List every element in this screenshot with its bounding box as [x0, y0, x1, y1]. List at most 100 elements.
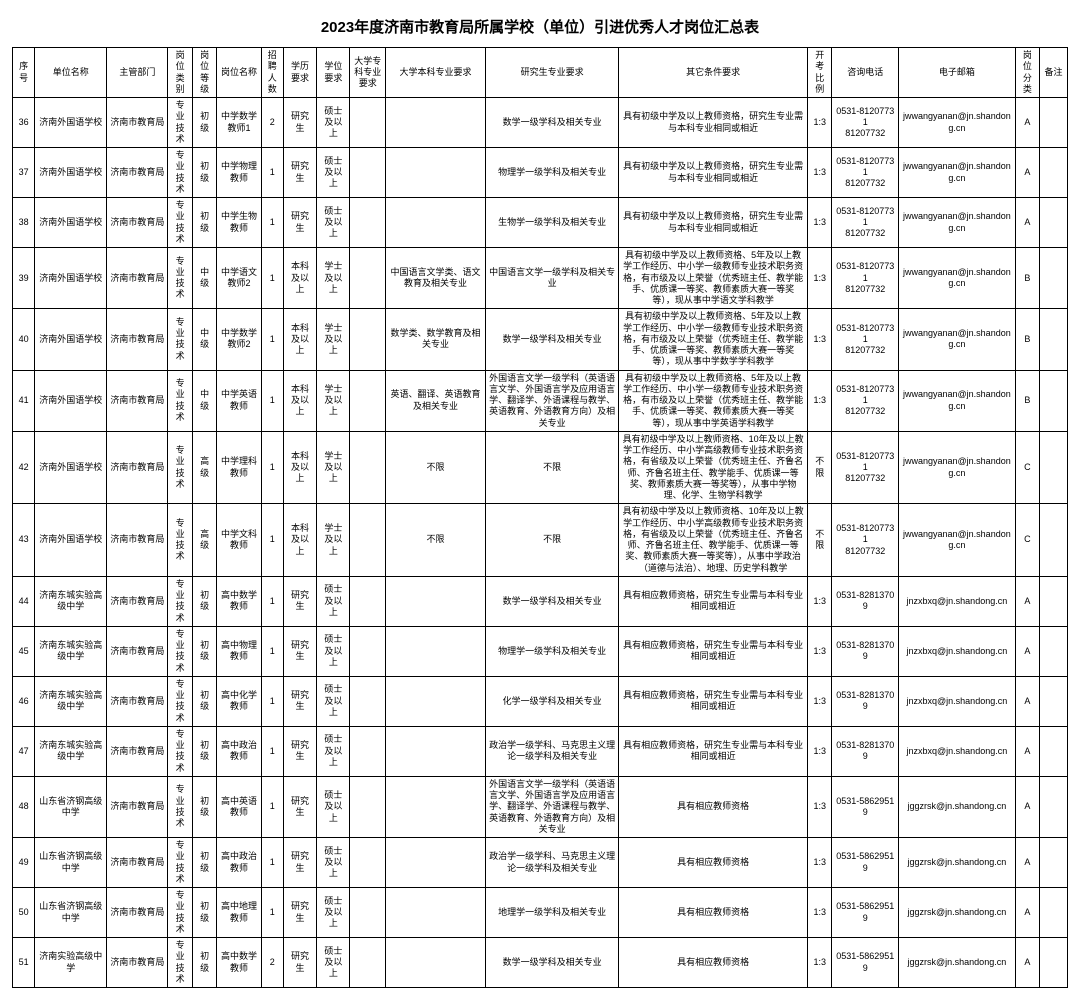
table-cell: [350, 248, 386, 309]
table-cell: 2: [261, 98, 283, 148]
table-cell: 中学数学教师2: [217, 309, 261, 370]
table-cell: B: [1015, 309, 1039, 370]
table-cell: 中学英语教师: [217, 370, 261, 431]
table-cell: 1:3: [808, 626, 832, 676]
table-row: 43济南外国语学校济南市教育局专业技术高级中学文科教师1本科及以上学士及以上不限…: [13, 504, 1068, 577]
table-row: 45济南东城实验高级中学济南市教育局专业技术初级高中物理教师1研究生硕士及以上物…: [13, 626, 1068, 676]
table-cell: [386, 626, 486, 676]
table-cell: 数学一级学科及相关专业: [485, 938, 618, 988]
table-cell: [350, 776, 386, 837]
table-cell: 硕士及以上: [317, 98, 350, 148]
table-cell: [350, 198, 386, 248]
table-cell: [386, 576, 486, 626]
table-row: 46济南东城实验高级中学济南市教育局专业技术初级高中化学教师1研究生硕士及以上化…: [13, 676, 1068, 726]
table-body: 36济南外国语学校济南市教育局专业技术初级中学数学教师12研究生硕士及以上数学一…: [13, 98, 1068, 988]
table-cell: A: [1015, 838, 1039, 888]
table-cell: 专业技术: [168, 776, 192, 837]
table-cell: C: [1015, 431, 1039, 504]
table-cell: 专业技术: [168, 98, 192, 148]
table-cell: 中级: [192, 309, 216, 370]
table-cell: [350, 431, 386, 504]
table-cell: 研究生: [283, 676, 316, 726]
table-cell: 学士及以上: [317, 370, 350, 431]
table-cell: A: [1015, 938, 1039, 988]
table-cell: 化学一级学科及相关专业: [485, 676, 618, 726]
table-cell: 48: [13, 776, 35, 837]
table-cell: 专业技术: [168, 248, 192, 309]
table-cell: 具有初级中学及以上教师资格、10年及以上教学工作经历、中小学高级教师专业技术职务…: [619, 504, 808, 577]
table-header-row: 序号单位名称主管部门岗位类别岗位等级岗位名称招聘人数学历要求学位要求大学专科专业…: [13, 48, 1068, 98]
table-cell: 济南市教育局: [107, 148, 168, 198]
table-cell: 具有初级中学及以上教师资格，研究生专业需与本科专业相同或相近: [619, 98, 808, 148]
table-cell: 中国语言文学类、语文教育及相关专业: [386, 248, 486, 309]
table-cell: 研究生: [283, 98, 316, 148]
table-cell: [1040, 370, 1068, 431]
table-cell: 济南东城实验高级中学: [35, 676, 107, 726]
table-cell: 研究生: [283, 726, 316, 776]
table-cell: 政治学一级学科、马克思主义理论一级学科及相关专业: [485, 726, 618, 776]
table-cell: 1:3: [808, 938, 832, 988]
table-cell: 数学一级学科及相关专业: [485, 98, 618, 148]
table-cell: 高中政治教师: [217, 838, 261, 888]
table-cell: 具有初级中学及以上教师资格，研究生专业需与本科专业相同或相近: [619, 148, 808, 198]
table-cell: jggzrsk@jn.shandong.cn: [899, 888, 1016, 938]
table-cell: [386, 776, 486, 837]
table-header-cell: 主管部门: [107, 48, 168, 98]
table-header-cell: 岗位分类: [1015, 48, 1039, 98]
table-cell: 不限: [386, 504, 486, 577]
table-cell: 高中数学教师: [217, 938, 261, 988]
table-cell: 外国语言文学一级学科（英语语言文学、外国语言学及应用语言学、翻译学、外语课程与教…: [485, 776, 618, 837]
table-cell: 本科及以上: [283, 370, 316, 431]
table-cell: 中学文科教师: [217, 504, 261, 577]
table-cell: 0531-8120773181207732: [832, 431, 899, 504]
table-cell: 40: [13, 309, 35, 370]
table-cell: [1040, 431, 1068, 504]
table-cell: 专业技术: [168, 888, 192, 938]
table-cell: 专业技术: [168, 148, 192, 198]
table-cell: 1: [261, 676, 283, 726]
table-cell: A: [1015, 726, 1039, 776]
table-cell: 具有相应教师资格: [619, 776, 808, 837]
table-cell: 济南外国语学校: [35, 504, 107, 577]
table-cell: 0531-8120773181207732: [832, 370, 899, 431]
table-cell: [1040, 726, 1068, 776]
table-cell: A: [1015, 198, 1039, 248]
table-cell: [1040, 776, 1068, 837]
table-cell: 具有相应教师资格，研究生专业需与本科专业相同或相近: [619, 676, 808, 726]
table-cell: 1: [261, 576, 283, 626]
table-cell: 38: [13, 198, 35, 248]
table-cell: [1040, 676, 1068, 726]
table-cell: 中学生物教师: [217, 198, 261, 248]
table-cell: 济南市教育局: [107, 888, 168, 938]
table-cell: 中学物理教师: [217, 148, 261, 198]
table-cell: 0531-8120773181207732: [832, 148, 899, 198]
table-cell: [386, 198, 486, 248]
table-cell: 不限: [485, 504, 618, 577]
table-cell: 36: [13, 98, 35, 148]
table-cell: [1040, 888, 1068, 938]
table-cell: 1:3: [808, 838, 832, 888]
table-cell: [1040, 248, 1068, 309]
table-row: 51济南实验高级中学济南市教育局专业技术初级高中数学教师2研究生硕士及以上数学一…: [13, 938, 1068, 988]
table-cell: 42: [13, 431, 35, 504]
table-cell: 47: [13, 726, 35, 776]
table-cell: 研究生: [283, 626, 316, 676]
table-cell: 物理学一级学科及相关专业: [485, 626, 618, 676]
table-cell: 初级: [192, 198, 216, 248]
table-cell: 硕士及以上: [317, 576, 350, 626]
table-cell: 1: [261, 726, 283, 776]
table-cell: 专业技术: [168, 370, 192, 431]
table-cell: 本科及以上: [283, 248, 316, 309]
table-cell: 济南外国语学校: [35, 431, 107, 504]
table-cell: [386, 888, 486, 938]
table-cell: A: [1015, 676, 1039, 726]
table-cell: 数学类、数学教育及相关专业: [386, 309, 486, 370]
table-cell: 硕士及以上: [317, 938, 350, 988]
table-cell: [350, 726, 386, 776]
table-header-cell: 研究生专业要求: [485, 48, 618, 98]
table-cell: 具有相应教师资格: [619, 838, 808, 888]
table-row: 37济南外国语学校济南市教育局专业技术初级中学物理教师1研究生硕士及以上物理学一…: [13, 148, 1068, 198]
table-cell: 50: [13, 888, 35, 938]
table-cell: [1040, 504, 1068, 577]
table-cell: jggzrsk@jn.shandong.cn: [899, 776, 1016, 837]
